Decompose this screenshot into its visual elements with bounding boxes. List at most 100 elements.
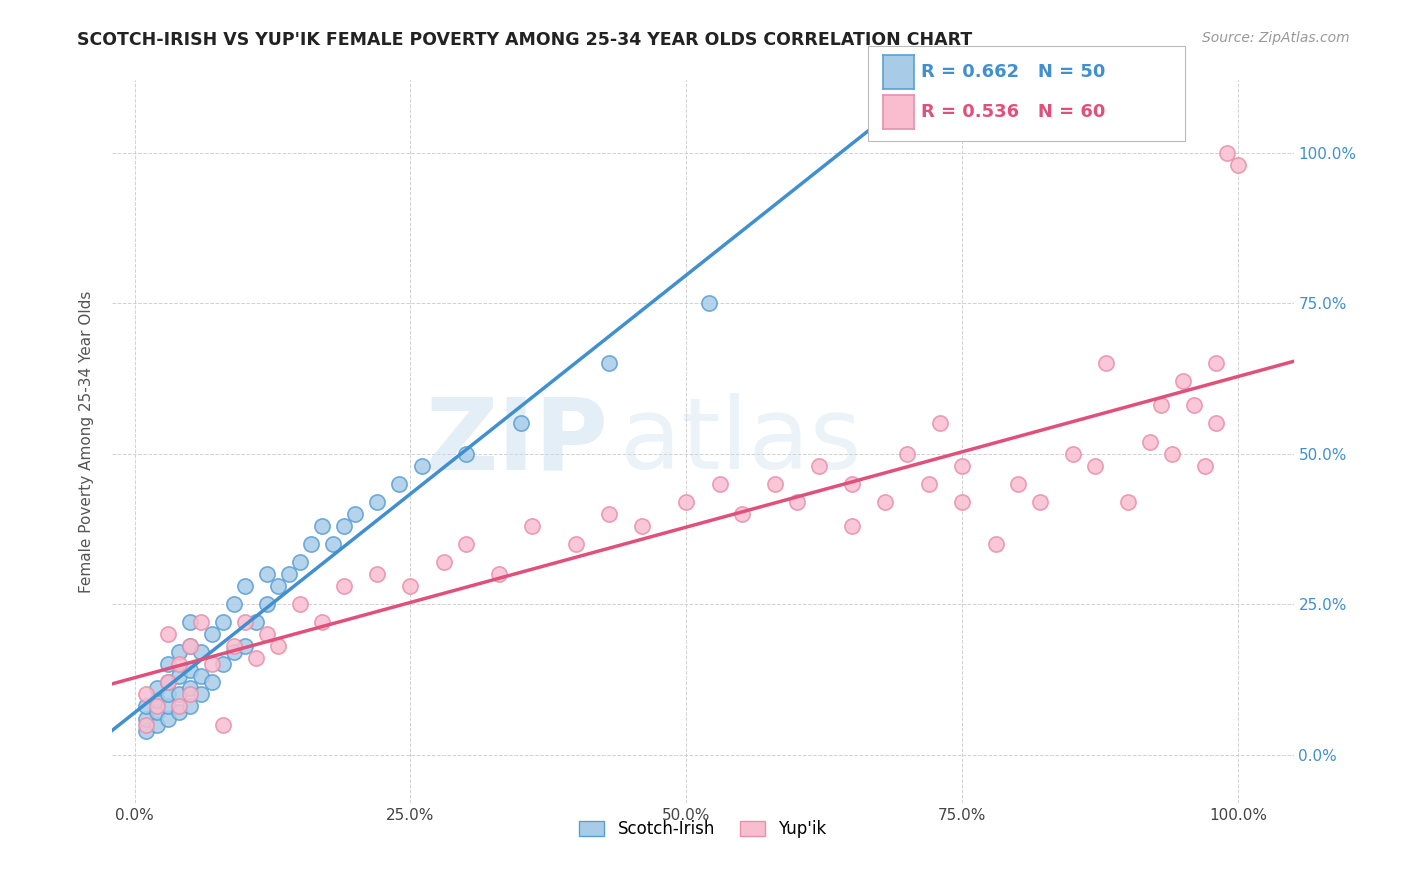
Point	[675, 494, 697, 508]
Point	[179, 687, 201, 701]
Point	[245, 651, 267, 665]
Point	[322, 537, 344, 551]
Point	[875, 494, 897, 508]
Text: ZIP: ZIP	[426, 393, 609, 490]
Point	[201, 627, 224, 641]
Point	[167, 657, 190, 672]
Point	[918, 476, 941, 491]
Point	[167, 645, 190, 659]
Point	[156, 627, 179, 641]
Point	[1150, 398, 1173, 412]
Point	[896, 446, 918, 460]
Text: SCOTCH-IRISH VS YUP'IK FEMALE POVERTY AMONG 25-34 YEAR OLDS CORRELATION CHART: SCOTCH-IRISH VS YUP'IK FEMALE POVERTY AM…	[77, 31, 973, 49]
Text: R = 0.662   N = 50: R = 0.662 N = 50	[921, 63, 1105, 81]
Point	[763, 476, 786, 491]
Point	[1116, 494, 1139, 508]
Point	[841, 519, 863, 533]
Point	[256, 627, 278, 641]
Text: R = 0.536   N = 60: R = 0.536 N = 60	[921, 103, 1105, 121]
Point	[1028, 494, 1050, 508]
Point	[488, 567, 510, 582]
Point	[333, 579, 356, 593]
Point	[1216, 145, 1239, 160]
Point	[288, 597, 311, 611]
Point	[598, 356, 620, 370]
Point	[411, 458, 433, 473]
Point	[299, 537, 322, 551]
Point	[135, 717, 157, 731]
Point	[145, 699, 167, 714]
Point	[454, 446, 477, 460]
Point	[333, 519, 356, 533]
Text: atlas: atlas	[620, 393, 862, 490]
Point	[730, 507, 752, 521]
Point	[201, 675, 224, 690]
Point	[190, 645, 212, 659]
Point	[1139, 434, 1161, 449]
Point	[1095, 356, 1118, 370]
Point	[1194, 458, 1216, 473]
Point	[179, 699, 201, 714]
Point	[950, 494, 973, 508]
Point	[222, 597, 245, 611]
Point	[179, 615, 201, 630]
Point	[509, 417, 531, 431]
Point	[598, 507, 620, 521]
Point	[222, 639, 245, 653]
Point	[1205, 417, 1227, 431]
Point	[135, 723, 157, 738]
Point	[212, 657, 235, 672]
Point	[1227, 158, 1250, 172]
Point	[1182, 398, 1205, 412]
Point	[245, 615, 267, 630]
Point	[156, 699, 179, 714]
Point	[145, 717, 167, 731]
Point	[190, 687, 212, 701]
Point	[135, 712, 157, 726]
Point	[1062, 446, 1084, 460]
Y-axis label: Female Poverty Among 25-34 Year Olds: Female Poverty Among 25-34 Year Olds	[79, 291, 94, 592]
Point	[145, 706, 167, 720]
Point	[156, 675, 179, 690]
Point	[201, 657, 224, 672]
Point	[167, 669, 190, 683]
Point	[167, 699, 190, 714]
Point	[135, 699, 157, 714]
Point	[156, 712, 179, 726]
Point	[233, 615, 256, 630]
Point	[179, 681, 201, 696]
Point	[156, 687, 179, 701]
Point	[1084, 458, 1107, 473]
Point	[179, 664, 201, 678]
Point	[565, 537, 588, 551]
Point	[709, 476, 731, 491]
Point	[786, 494, 808, 508]
Point	[156, 657, 179, 672]
Point	[433, 555, 456, 569]
Text: Source: ZipAtlas.com: Source: ZipAtlas.com	[1202, 31, 1350, 45]
Point	[984, 537, 1007, 551]
Point	[950, 458, 973, 473]
Point	[929, 417, 952, 431]
Point	[311, 519, 333, 533]
Point	[233, 639, 256, 653]
Point	[267, 639, 290, 653]
Point	[179, 639, 201, 653]
Point	[190, 615, 212, 630]
Point	[212, 717, 235, 731]
Point	[167, 687, 190, 701]
Point	[135, 687, 157, 701]
Point	[399, 579, 422, 593]
Point	[190, 669, 212, 683]
Legend: Scotch-Irish, Yup'ik: Scotch-Irish, Yup'ik	[572, 814, 834, 845]
Point	[1007, 476, 1029, 491]
Point	[807, 458, 830, 473]
Point	[454, 537, 477, 551]
Point	[841, 476, 863, 491]
Point	[697, 296, 720, 310]
Point	[167, 706, 190, 720]
Point	[145, 693, 167, 707]
Point	[344, 507, 367, 521]
Point	[278, 567, 301, 582]
Point	[520, 519, 543, 533]
